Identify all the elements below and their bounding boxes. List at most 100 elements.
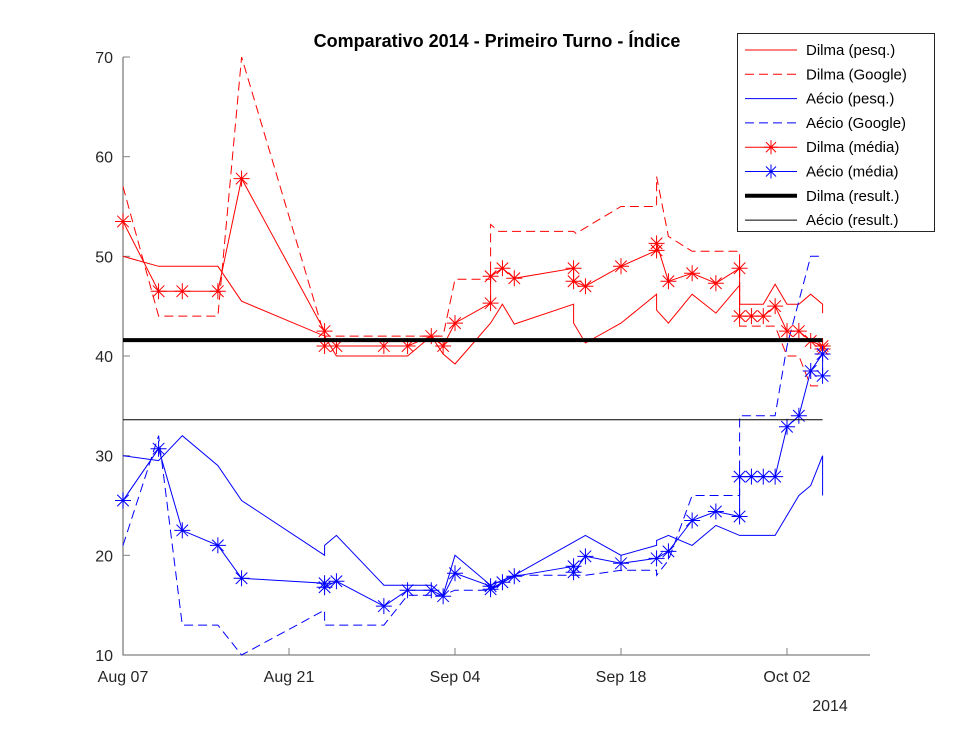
legend-item: Aécio (média) — [745, 164, 899, 181]
data-point-marker — [316, 338, 333, 355]
x-tick-label: Sep 18 — [596, 669, 647, 686]
data-point-marker — [375, 598, 392, 615]
data-point-marker — [115, 213, 131, 230]
data-point-marker — [814, 367, 831, 384]
chart-title: Comparativo 2014 - Primeiro Turno - Índi… — [314, 30, 681, 51]
series-dilma-pesq — [122, 255, 824, 365]
x-tick-label: Sep 04 — [430, 669, 481, 686]
data-point-marker — [755, 468, 772, 485]
legend-label: Dilma (Google) — [806, 66, 907, 83]
data-point-marker — [506, 270, 523, 287]
data-point-marker — [482, 295, 499, 312]
data-point-marker — [790, 407, 807, 424]
data-point-marker — [115, 492, 131, 509]
data-point-marker — [764, 164, 778, 179]
legend-item: Aécio (result.) — [745, 212, 899, 229]
x-tick-label: Aug 07 — [98, 669, 149, 686]
data-point-marker — [613, 258, 629, 275]
data-point-marker — [506, 568, 523, 585]
legend-item: Dilma (pesq.) — [745, 42, 895, 59]
series-dilma-media — [115, 170, 831, 358]
series-line — [122, 255, 823, 656]
legend-label: Aécio (Google) — [806, 115, 906, 132]
legend-item: Aécio (pesq.) — [745, 91, 894, 108]
data-point-marker — [482, 268, 499, 285]
data-point-marker — [209, 283, 226, 300]
x-tick-label: Aug 21 — [264, 669, 315, 686]
y-tick-label: 50 — [95, 249, 113, 266]
y-tick-label: 60 — [95, 150, 113, 167]
data-point-marker — [150, 283, 167, 300]
data-point-marker — [209, 537, 226, 554]
legend-label: Aécio (pesq.) — [806, 91, 894, 108]
data-point-marker — [494, 574, 511, 591]
data-point-marker — [565, 260, 582, 277]
data-point-marker — [790, 323, 807, 340]
data-point-marker — [743, 468, 760, 485]
data-point-marker — [174, 522, 191, 539]
data-point-marker — [316, 579, 333, 596]
data-point-marker — [684, 265, 701, 282]
data-point-marker — [494, 260, 511, 277]
data-point-marker — [375, 338, 392, 355]
data-point-marker — [328, 338, 345, 355]
data-point-marker — [767, 298, 784, 315]
x-year-label: 2014 — [812, 698, 848, 715]
legend-item: Aécio (Google) — [745, 115, 906, 132]
data-point-marker — [755, 308, 772, 325]
series-aecio-media — [115, 346, 831, 615]
data-point-marker — [648, 235, 665, 252]
legend-item: Dilma (result.) — [745, 188, 899, 205]
data-point-marker — [150, 440, 167, 457]
data-point-marker — [565, 273, 582, 290]
legend-label: Dilma (result.) — [806, 188, 899, 205]
legend-box — [737, 33, 935, 232]
y-tick-label: 40 — [95, 349, 113, 366]
series-line — [122, 56, 823, 387]
data-point-marker — [447, 565, 463, 582]
data-point-marker — [660, 543, 677, 560]
y-tick-label: 30 — [95, 449, 113, 466]
data-point-marker — [764, 140, 778, 155]
data-point-marker — [577, 548, 594, 565]
series-line — [122, 255, 824, 365]
data-point-marker — [423, 328, 440, 345]
legend-label: Aécio (média) — [806, 164, 899, 181]
data-point-marker — [707, 275, 724, 292]
data-point-marker — [435, 588, 452, 605]
data-point-marker — [233, 170, 250, 187]
data-point-marker — [447, 315, 463, 332]
data-point-marker — [731, 468, 748, 485]
data-point-marker — [482, 581, 499, 598]
data-point-marker — [577, 278, 594, 295]
data-point-marker — [731, 308, 748, 325]
data-point-marker — [767, 468, 784, 485]
legend-label: Dilma (pesq.) — [806, 42, 895, 59]
legend-label: Aécio (result.) — [806, 212, 899, 229]
data-point-marker — [399, 582, 416, 599]
series-dilma-google — [122, 56, 823, 387]
legend: Dilma (pesq.) Dilma (Google) Aécio (pesq.)… — [737, 33, 935, 232]
data-point-marker — [802, 362, 819, 379]
data-point-marker — [779, 323, 795, 340]
data-point-marker — [328, 573, 345, 590]
legend-item: Dilma (Google) — [745, 66, 907, 83]
y-tick-label: 70 — [95, 50, 113, 67]
data-point-marker — [731, 260, 748, 277]
legend-item: Dilma (média) — [745, 139, 899, 156]
data-point-marker — [316, 323, 333, 340]
data-point-marker — [174, 283, 191, 300]
data-point-marker — [779, 418, 795, 435]
series-layer — [115, 56, 831, 656]
axes: 10 20 30 40 50 60 70 Aug 07 Aug 21 Sep 04 Sep 18 Oc… — [95, 50, 870, 715]
data-point-marker — [814, 346, 831, 363]
data-point-marker — [233, 570, 250, 587]
data-point-marker — [613, 555, 629, 572]
data-point-marker — [399, 338, 416, 355]
data-point-marker — [707, 503, 724, 520]
data-point-marker — [660, 273, 677, 290]
data-point-marker — [731, 508, 748, 525]
data-point-marker — [423, 582, 440, 599]
data-point-marker — [743, 308, 760, 325]
